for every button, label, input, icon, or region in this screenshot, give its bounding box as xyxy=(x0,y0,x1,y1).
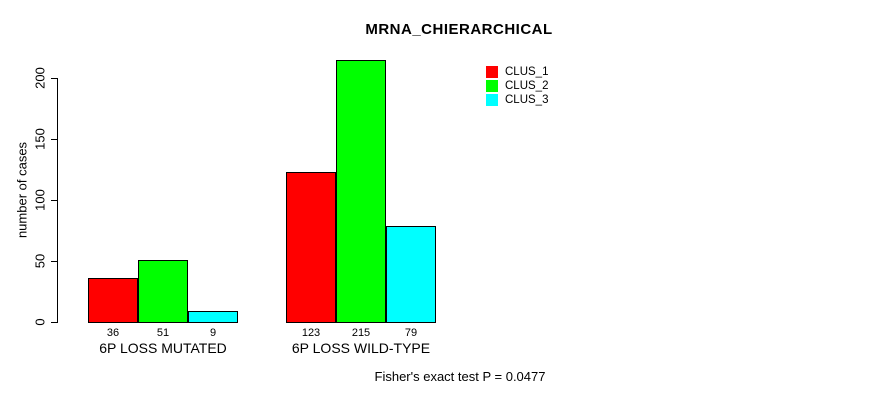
y-axis-tick xyxy=(51,321,58,323)
bar-value-label: 9 xyxy=(209,327,217,339)
legend-label: CLUS_1 xyxy=(505,66,549,78)
y-axis-line xyxy=(57,78,58,323)
y-axis-label: number of cases xyxy=(14,141,30,239)
bar-clus_1-group1 xyxy=(88,278,138,323)
legend-row: CLUS_1 xyxy=(486,65,548,79)
y-axis-tick xyxy=(51,199,58,201)
y-tick-label: 200 xyxy=(32,67,48,89)
y-tick-label: 50 xyxy=(32,253,48,269)
legend-row: CLUS_3 xyxy=(486,93,548,107)
bar-clus_1-group2 xyxy=(286,171,336,323)
bar-value-label: 36 xyxy=(106,327,120,339)
bar-clus_2-group2 xyxy=(336,59,386,323)
y-tick-label: 150 xyxy=(32,128,48,150)
bar-value-label: 51 xyxy=(156,327,170,339)
legend-label: CLUS_2 xyxy=(505,80,549,92)
legend: CLUS_1 CLUS_2 CLUS_3 xyxy=(486,65,548,107)
bar-clus_3-group2 xyxy=(386,225,436,323)
legend-label: CLUS_3 xyxy=(505,94,549,106)
bar-value-label: 79 xyxy=(404,327,418,339)
bar-clus_2-group1 xyxy=(138,259,188,323)
legend-row: CLUS_2 xyxy=(486,79,548,93)
bar-value-label: 123 xyxy=(301,327,321,339)
y-tick-label: 100 xyxy=(32,189,48,211)
y-tick-label: 0 xyxy=(32,318,48,326)
y-axis-tick xyxy=(51,77,58,79)
annotation-text: Fisher's exact test P = 0.0477 xyxy=(374,369,546,384)
bar-value-label: 215 xyxy=(351,327,371,339)
category-label: 6P LOSS MUTATED xyxy=(99,340,227,356)
y-axis-tick xyxy=(51,260,58,262)
legend-swatch-clus_2 xyxy=(486,80,498,92)
chart-title: MRNA_CHIERARCHICAL xyxy=(365,21,553,38)
y-axis-tick xyxy=(51,138,58,140)
legend-swatch-clus_3 xyxy=(486,94,498,106)
legend-swatch-clus_1 xyxy=(486,66,498,78)
category-label: 6P LOSS WILD-TYPE xyxy=(291,340,431,356)
bar-clus_3-group1 xyxy=(188,311,238,323)
